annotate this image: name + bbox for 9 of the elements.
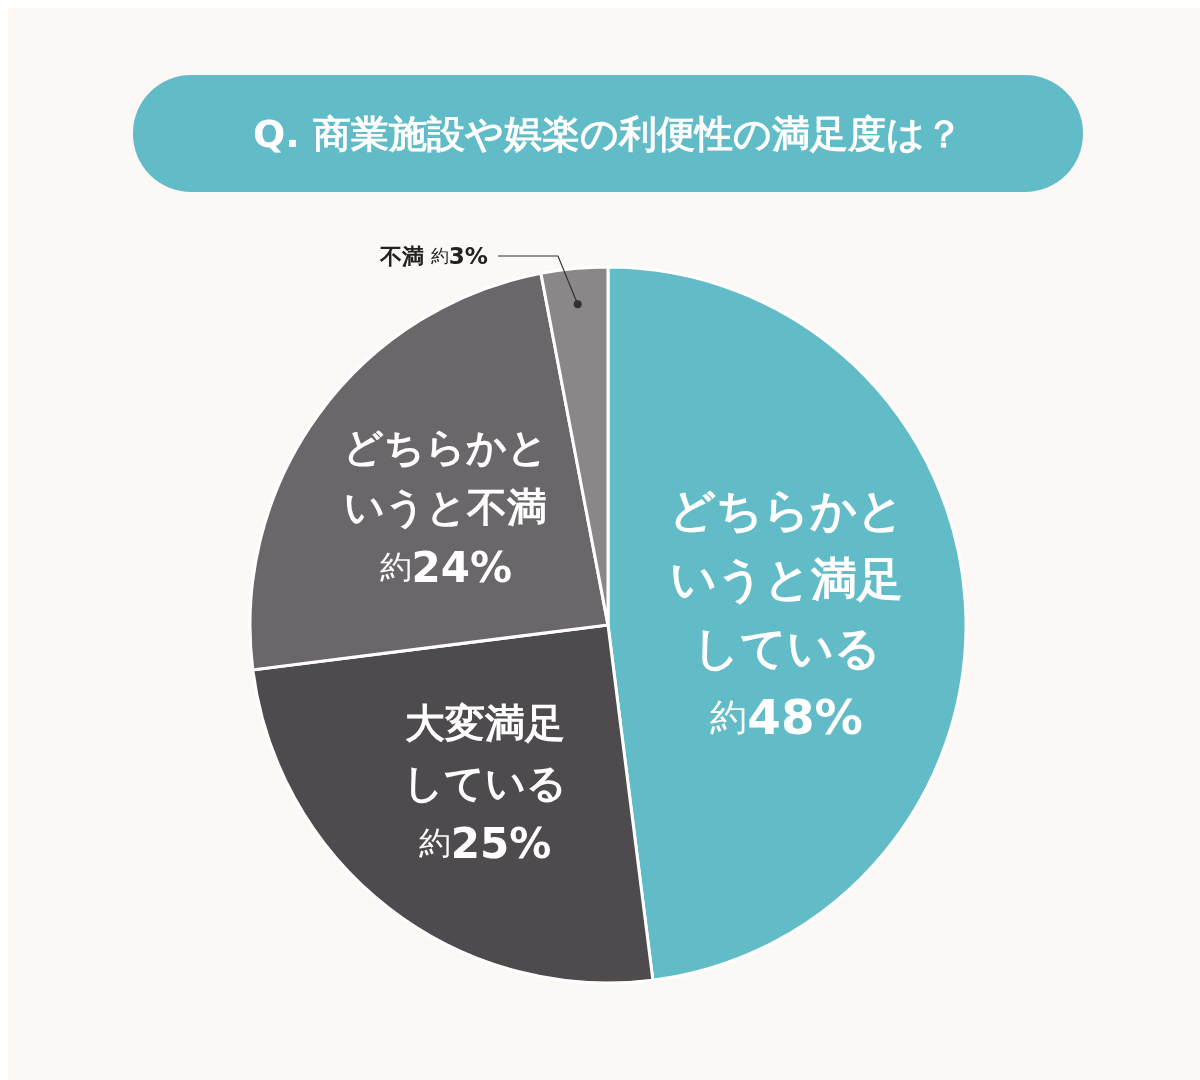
slice-label: どちらかというと満足している [669, 483, 905, 676]
data-label: 約48% [710, 689, 863, 746]
data-label: 約3% [430, 243, 488, 269]
slice-label: 大変満足している [403, 700, 568, 807]
data-label: 約24% [379, 542, 513, 592]
slice-label: 不満 [378, 243, 424, 269]
slice-label: どちらかというと不満 [343, 424, 549, 531]
chart-title: Q. 商業施設や娯楽の利便性の満足度は？ [253, 112, 963, 156]
data-label: 約25% [418, 818, 552, 868]
